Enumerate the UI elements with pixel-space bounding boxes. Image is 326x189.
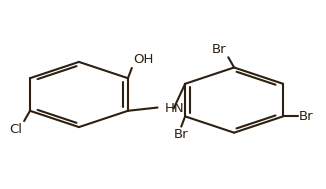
Text: Br: Br — [299, 110, 314, 123]
Text: OH: OH — [133, 53, 154, 67]
Text: Cl: Cl — [9, 122, 22, 136]
Text: HN: HN — [165, 102, 184, 115]
Text: Br: Br — [212, 43, 227, 56]
Text: Br: Br — [174, 128, 188, 141]
